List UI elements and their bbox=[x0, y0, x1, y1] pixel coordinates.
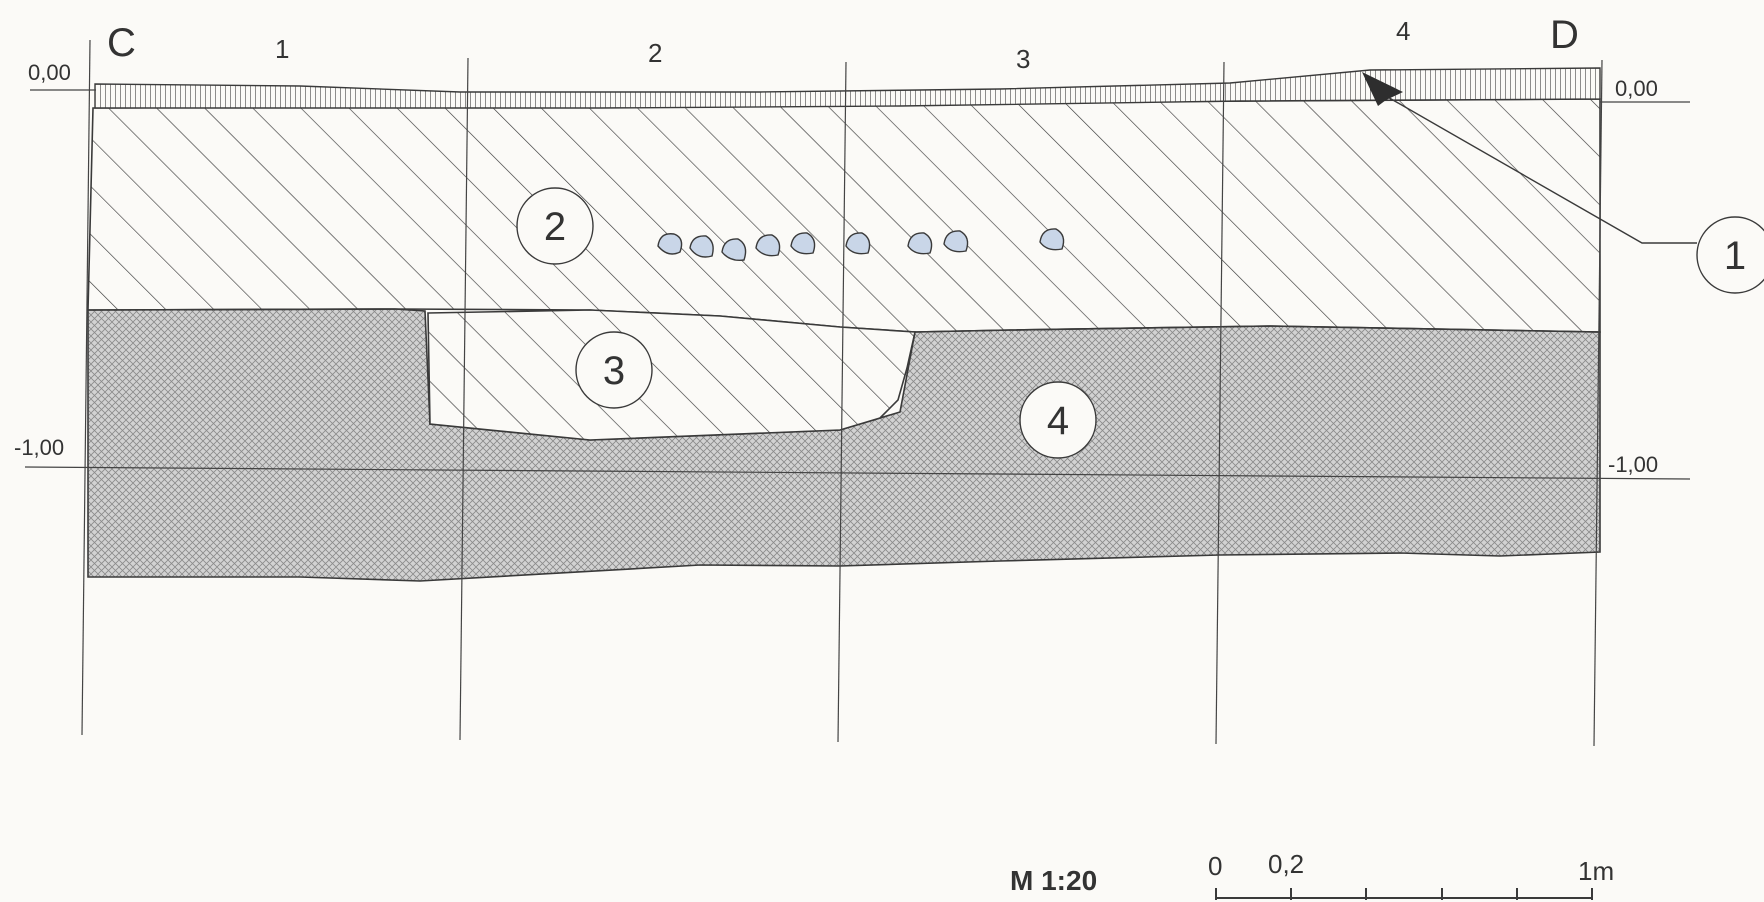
layer-1-leader bbox=[1362, 72, 1697, 244]
stone bbox=[721, 238, 747, 262]
scale-tick-02: 0,2 bbox=[1268, 849, 1304, 879]
scale-tick-0: 0 bbox=[1208, 851, 1222, 881]
stones bbox=[657, 228, 1065, 262]
stone bbox=[689, 235, 714, 258]
stone bbox=[907, 232, 933, 255]
layer-2-label: 2 bbox=[516, 187, 594, 265]
stone bbox=[790, 232, 816, 255]
column-label-3: 3 bbox=[1016, 44, 1030, 74]
level-label-left-bottom: -1,00 bbox=[14, 435, 64, 460]
level-label-left-top: 0,00 bbox=[28, 60, 71, 85]
layer-3-pit-hatch bbox=[427, 309, 916, 441]
layer-2-number: 2 bbox=[544, 205, 566, 249]
scale-bar bbox=[1215, 888, 1593, 900]
grid-verticals bbox=[81, 39, 1603, 747]
layer-3-number: 3 bbox=[603, 349, 625, 393]
corner-label-c: C bbox=[107, 21, 136, 65]
layer-4-label: 4 bbox=[1019, 381, 1097, 459]
stone bbox=[845, 232, 871, 255]
level-label-right-bottom: -1,00 bbox=[1608, 452, 1658, 477]
layer-4-number: 4 bbox=[1047, 399, 1069, 443]
corner-label-d: D bbox=[1550, 13, 1579, 57]
scale-ratio: M 1:20 bbox=[1010, 865, 1097, 896]
column-label-4: 4 bbox=[1396, 16, 1410, 46]
layer-1-label: 1 bbox=[1696, 216, 1764, 294]
layer-1-number: 1 bbox=[1724, 234, 1746, 278]
stone bbox=[943, 230, 969, 253]
scale-tick-1m: 1m bbox=[1578, 856, 1614, 886]
stone bbox=[1039, 228, 1065, 251]
level-label-right-top: 0,00 bbox=[1615, 76, 1658, 101]
layer-3-label: 3 bbox=[575, 331, 653, 409]
column-label-1: 1 bbox=[275, 34, 289, 64]
level-lines bbox=[24, 89, 1691, 480]
column-label-2: 2 bbox=[648, 38, 662, 68]
arrow-head-icon bbox=[1362, 72, 1403, 106]
stone bbox=[755, 234, 781, 257]
stone bbox=[657, 233, 683, 255]
